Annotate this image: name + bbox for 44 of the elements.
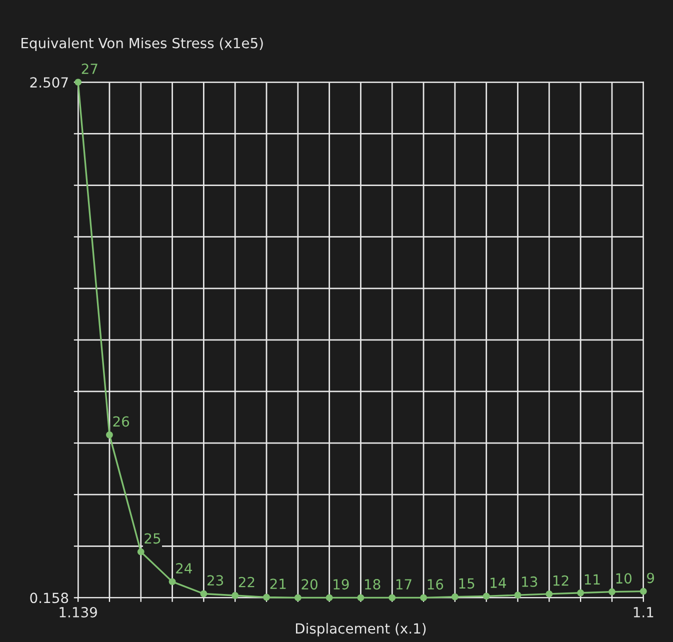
annotation: 15 [459, 578, 474, 589]
annotation: 21 [270, 578, 286, 589]
x-tick-label: 1.1 [634, 607, 654, 618]
annotation: 17 [396, 579, 412, 590]
point [546, 590, 553, 598]
annotation: 11 [584, 574, 600, 585]
annotation: 13 [522, 576, 538, 587]
point [137, 548, 144, 556]
annotation: 24 [176, 563, 192, 574]
annotation: 20 [302, 579, 318, 590]
annotation: 22 [238, 576, 254, 588]
text: 27 [82, 64, 98, 74]
point [640, 588, 647, 595]
y-tick-label: 0.158 [30, 592, 68, 604]
annotation: 16 [428, 579, 444, 590]
point [326, 594, 333, 602]
point [514, 592, 522, 599]
annotation: 25 [144, 533, 160, 544]
x-axis-title: Displacement (x.1) [296, 622, 426, 636]
y-axis-title: Equivalent Von Mises Stress (x1e5) [22, 38, 263, 52]
point [608, 588, 616, 596]
point [451, 593, 458, 600]
point [168, 578, 176, 586]
annotation: 18 [365, 579, 380, 590]
annotation: 12 [553, 575, 568, 586]
point [357, 594, 364, 602]
point [294, 594, 302, 602]
point [74, 78, 82, 86]
annotation: 14 [490, 578, 506, 588]
y-tick-label: 2.507 [30, 77, 68, 88]
annotation: 26 [113, 416, 130, 427]
point [263, 594, 270, 601]
x-tick-label: 1.139 [60, 606, 97, 618]
point [200, 590, 208, 598]
point [106, 431, 113, 438]
point [420, 594, 428, 602]
annotation: 23 [207, 575, 224, 586]
point [232, 592, 239, 599]
point [388, 594, 396, 602]
annotation: 10 [616, 573, 632, 584]
text: 9 [647, 572, 654, 584]
point [577, 589, 584, 596]
annotation: 19 [334, 579, 349, 590]
point [482, 592, 490, 600]
